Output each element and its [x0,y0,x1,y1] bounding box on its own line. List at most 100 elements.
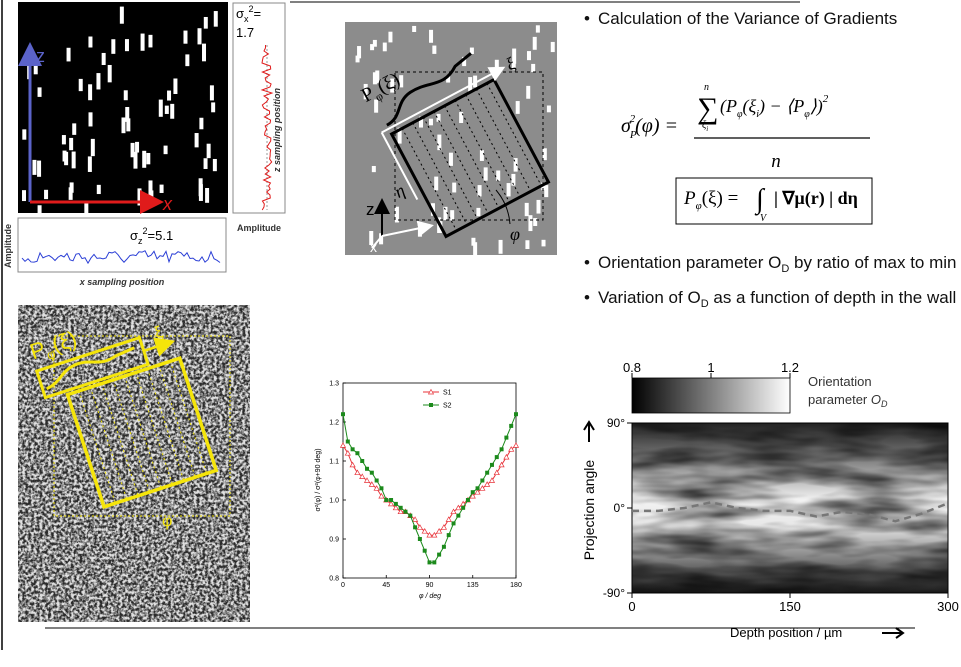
speck [124,39,129,52]
point [426,531,433,538]
speck [32,159,37,175]
point [484,481,491,487]
formula-lhs: σP2(φ) = [621,113,678,141]
speck [148,180,153,198]
x-axis-title: Depth position / µm [730,625,842,640]
point [411,516,419,522]
speck [473,75,478,88]
xi-axis [143,337,176,357]
speck [123,90,128,101]
phi-label: φ [162,513,172,530]
speck [69,182,74,193]
point [359,473,366,479]
speck [163,145,168,155]
point [369,470,374,475]
speck [452,182,457,193]
x-direction-sketch [381,220,434,237]
y-axis-title: Projection angle [581,460,597,561]
xi-axis [381,66,506,134]
right-profile-box [232,2,286,214]
colorbar [631,377,791,414]
y-tick-label: 0.9 [329,537,339,544]
point [485,470,490,475]
y-axis-title: σ²(φ) / σ²(φ+90 deg) [315,448,322,511]
point [509,423,514,428]
plot-frame [342,382,517,579]
speck [375,70,380,84]
speck [477,185,482,197]
point [514,412,518,417]
point [427,560,432,565]
colorbar-tick-label: 0.8 [623,360,641,375]
point [499,447,504,452]
speck [469,47,474,55]
point [360,459,365,463]
speck [158,99,163,117]
speck [371,165,376,173]
point [456,513,461,518]
bullet-marker: • [584,253,590,272]
x-tick-label: 135 [467,582,479,589]
speck [197,28,202,45]
point [479,485,486,491]
point [392,504,399,511]
formula-integral: ∫ [754,184,766,216]
speck [372,39,377,47]
speck [90,138,95,157]
speck [88,112,93,127]
speck [506,183,511,197]
point [374,478,379,483]
colorbar-tick-label: 1.2 [781,360,799,375]
eta-axis [380,132,419,201]
speck [37,87,42,97]
projection-lines [401,83,542,232]
speck [369,231,374,246]
speck [476,207,481,217]
sem-image: Pφ(ξ) ξ φ [18,305,250,622]
point [355,451,360,456]
bullet-text: Orientation parameter OD by ratio of max… [598,253,961,275]
point [365,466,370,471]
point [437,552,442,557]
point [373,485,380,491]
point [498,461,505,468]
heatmap-texture [632,423,948,593]
speck [473,242,478,256]
speck [498,239,503,254]
speck [212,158,217,172]
x-axis-label: x [162,194,173,214]
speck [37,205,42,216]
colorbar-label: parameter OD [808,392,888,409]
y-tick-label: 1.2 [329,420,339,427]
speck [125,106,130,122]
speck [119,6,124,24]
bullet-list: • Orientation parameter OD by ratio of m… [584,253,961,310]
point [512,442,520,448]
point [378,492,385,499]
point [421,527,428,534]
speck [148,34,153,48]
point [397,508,404,515]
projection-sketch [345,22,557,256]
speck [22,129,27,140]
speck [101,52,106,65]
point [488,477,496,483]
speck [536,199,541,214]
formula-denominator: n [771,151,781,172]
speck [526,85,531,99]
point [384,498,389,502]
speck [68,187,73,200]
speck [370,44,375,51]
x-tick-label: 180 [510,582,522,589]
speck [173,78,178,94]
speck [528,215,533,232]
speck [135,141,140,153]
speck [170,103,175,119]
point [451,521,456,526]
right-profile [260,44,274,211]
speck [443,206,448,221]
right-profile-xlabel: Amplitude [237,223,281,233]
x-tick-label: 90 [426,582,434,589]
point [398,505,403,510]
sigma-z-label: σz2=5.1 [130,226,173,246]
